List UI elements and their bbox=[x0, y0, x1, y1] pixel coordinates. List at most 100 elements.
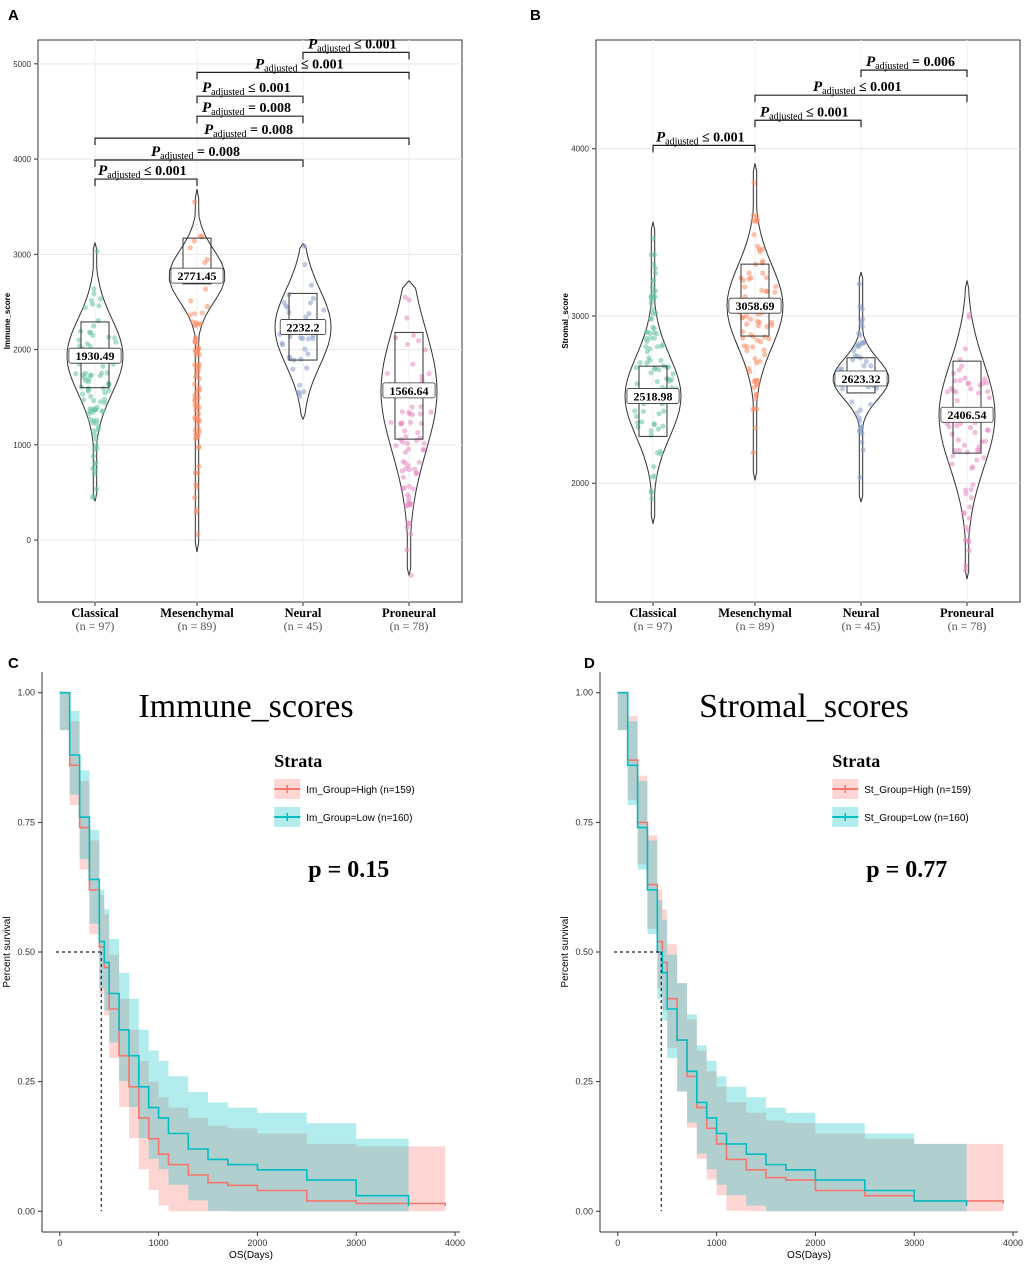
data-point bbox=[404, 315, 410, 321]
data-point bbox=[639, 419, 645, 425]
data-point bbox=[986, 395, 992, 401]
p-value: ≤ 0.001 bbox=[699, 130, 745, 145]
data-point bbox=[196, 429, 202, 435]
data-point bbox=[633, 413, 640, 419]
data-point bbox=[651, 277, 657, 283]
median-label-box bbox=[68, 347, 122, 364]
median-label: 2771.45 bbox=[178, 269, 217, 283]
data-point bbox=[404, 341, 411, 347]
data-point bbox=[93, 407, 99, 413]
data-point bbox=[405, 498, 411, 504]
data-point bbox=[204, 303, 210, 310]
data-point bbox=[199, 310, 205, 316]
data-point bbox=[191, 238, 197, 244]
x-tick-label: Proneural bbox=[940, 606, 994, 620]
data-point bbox=[969, 465, 975, 471]
data-point bbox=[648, 428, 654, 434]
data-point bbox=[398, 421, 404, 427]
data-point bbox=[401, 485, 407, 491]
p-letter: P bbox=[813, 79, 823, 95]
data-point bbox=[192, 495, 198, 501]
significance-label: Padjusted = 0.008 bbox=[204, 122, 293, 140]
violin-mesenchymal bbox=[726, 163, 784, 481]
data-point bbox=[195, 433, 201, 439]
data-point bbox=[412, 466, 418, 472]
data-point bbox=[746, 270, 752, 276]
confidence-band bbox=[59, 692, 446, 1212]
y-tick-label: 2000 bbox=[13, 346, 31, 355]
median-label-box bbox=[279, 319, 327, 335]
data-point bbox=[856, 428, 863, 434]
p-value: = 0.006 bbox=[909, 55, 955, 70]
data-point bbox=[113, 339, 119, 345]
data-point bbox=[956, 367, 962, 373]
data-point bbox=[405, 492, 411, 498]
x-tick-count: (n = 78) bbox=[948, 619, 987, 633]
data-point bbox=[97, 373, 103, 379]
data-point bbox=[195, 531, 201, 538]
data-point bbox=[648, 370, 654, 376]
data-point bbox=[192, 362, 198, 368]
y-axis-label: Percent survival bbox=[2, 916, 13, 987]
data-point bbox=[196, 375, 202, 382]
data-point bbox=[983, 380, 990, 386]
median-label-box bbox=[834, 370, 888, 387]
data-point bbox=[750, 450, 756, 456]
x-tick-label: 2000 bbox=[805, 1238, 825, 1248]
median-label-box bbox=[940, 406, 994, 423]
data-point bbox=[959, 363, 965, 369]
data-point bbox=[290, 366, 296, 372]
data-point bbox=[408, 572, 414, 578]
data-point bbox=[750, 212, 757, 218]
x-tick-count: (n = 89) bbox=[178, 619, 217, 633]
p-letter: P bbox=[760, 104, 770, 120]
p-subscript: adjusted bbox=[769, 111, 802, 122]
data-point bbox=[402, 428, 408, 434]
data-point bbox=[643, 344, 649, 350]
data-point bbox=[100, 363, 106, 369]
data-point bbox=[97, 399, 104, 405]
significance-label: Padjusted ≤ 0.001 bbox=[308, 36, 397, 54]
data-point bbox=[868, 363, 874, 369]
data-point bbox=[310, 295, 316, 301]
panel-letter: A bbox=[8, 7, 19, 24]
data-point bbox=[303, 314, 309, 320]
data-point bbox=[428, 409, 434, 415]
confidence-band bbox=[617, 692, 1004, 1212]
data-point bbox=[651, 464, 657, 470]
data-point bbox=[195, 470, 201, 476]
y-tick-label: 0.50 bbox=[17, 947, 35, 957]
data-point bbox=[410, 486, 416, 492]
data-point bbox=[87, 416, 94, 422]
significance-bracket bbox=[94, 178, 198, 187]
data-point bbox=[96, 425, 102, 431]
data-point bbox=[670, 371, 676, 377]
data-point bbox=[635, 424, 641, 430]
median-label: 1930.49 bbox=[76, 349, 115, 363]
panel-D: D 0.00 0.25 0.50 0.75 1.00 0 1000 2000 3000 4000 OS… bbox=[560, 655, 1023, 1261]
y-tick-label: 3000 bbox=[13, 250, 31, 259]
data-point bbox=[90, 428, 96, 434]
significance-bracket bbox=[94, 137, 410, 146]
data-point bbox=[88, 298, 95, 304]
data-point bbox=[306, 311, 312, 317]
data-point bbox=[868, 402, 874, 408]
data-point bbox=[838, 366, 845, 372]
data-point bbox=[279, 342, 286, 348]
x-tick-label: 1000 bbox=[707, 1238, 727, 1248]
data-point bbox=[748, 275, 754, 281]
data-point bbox=[755, 382, 761, 388]
data-point bbox=[407, 411, 413, 417]
data-point bbox=[195, 411, 202, 417]
p-letter: P bbox=[866, 54, 876, 70]
p-subscript: adjusted bbox=[875, 61, 908, 72]
data-point bbox=[647, 330, 653, 336]
data-point bbox=[656, 411, 662, 417]
data-point bbox=[661, 408, 667, 414]
y-tick-label: 5000 bbox=[13, 60, 31, 69]
data-point bbox=[849, 399, 855, 405]
p-subscript: adjusted bbox=[213, 129, 246, 140]
p-letter: P bbox=[202, 100, 212, 116]
p-subscript: adjusted bbox=[822, 86, 855, 97]
median-label: 3058.69 bbox=[736, 299, 775, 313]
